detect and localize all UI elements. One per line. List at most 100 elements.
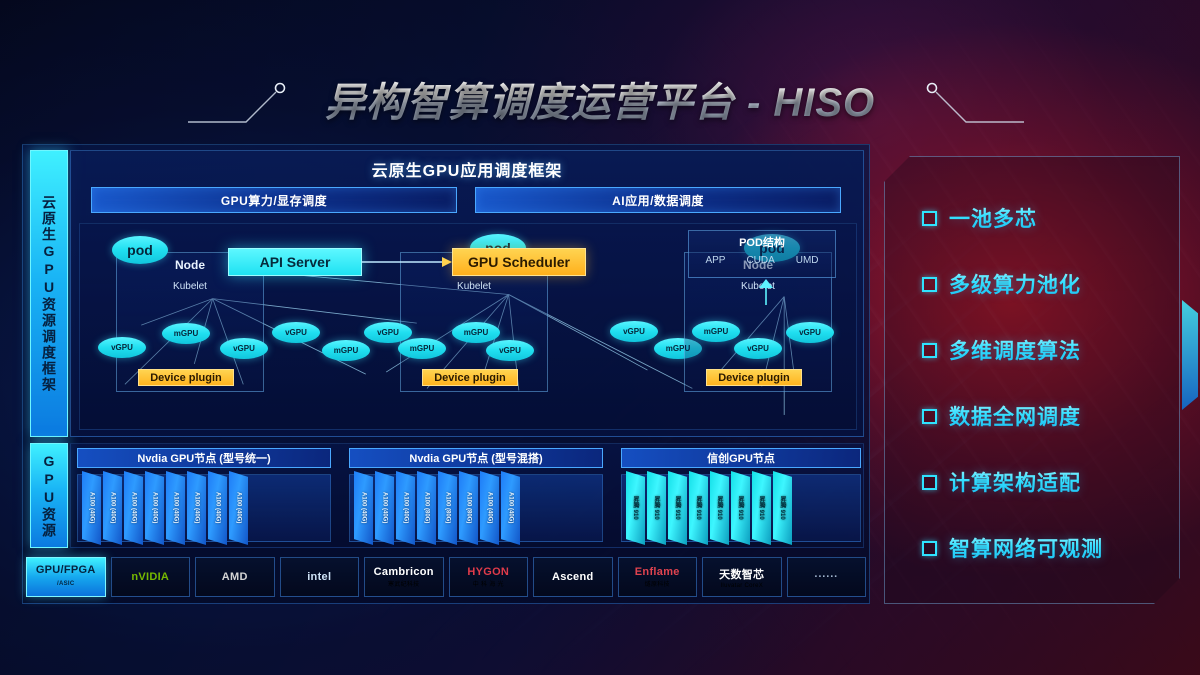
vendor-name: GPU/FPGA (35, 563, 96, 576)
gpu-card-label: 昇腾 910 (737, 496, 743, 520)
feature-item-5[interactable]: 计算架构适配 (922, 458, 1180, 506)
gpu-card[interactable]: A100 (40G) (396, 471, 415, 545)
gpu-card-label: A100 (80G) (465, 492, 472, 524)
pod-structure-box: POD结构 APP CUDA UMD (688, 230, 836, 278)
vgpu-ellipse[interactable]: vGPU (734, 338, 782, 359)
mgpu-ellipse[interactable]: mGPU (692, 321, 740, 342)
checkbox-square-icon[interactable] (922, 210, 937, 226)
vendor-name: ······ (814, 571, 839, 583)
feature-label: 数据全网调度 (949, 401, 1081, 431)
checkbox-square-icon[interactable] (922, 540, 937, 556)
gpu-card-label: A100 (80G) (423, 492, 430, 524)
sidebar-label-framework: 云原生GPU资源调度框架 (30, 150, 68, 437)
gpu-card[interactable]: 昇腾 910 (731, 471, 750, 545)
gpu-card[interactable]: 昇腾 910 (710, 471, 729, 545)
mgpu-ellipse[interactable]: mGPU (322, 340, 370, 361)
vendor-logo-amd[interactable]: AMD (195, 557, 275, 597)
vgpu-ellipse[interactable]: vGPU (486, 340, 534, 361)
device-plugin-1[interactable]: Device plugin (138, 369, 234, 386)
checkbox-square-icon[interactable] (922, 408, 937, 424)
title-bar: 异构智算调度运营平台 - HISO (0, 66, 1200, 132)
feature-item-1[interactable]: 一池多芯 (922, 194, 1180, 242)
vendor-name: intel (307, 571, 332, 583)
gpu-group-header: Nvdia GPU节点 (型号混搭) (349, 448, 603, 468)
vendor-logo-[interactable]: ······ (786, 557, 866, 597)
gpu-card[interactable]: A100 (40G) (208, 471, 227, 545)
gpu-card[interactable]: A100 (80G) (459, 471, 478, 545)
vendor-logo-enflame[interactable]: Enflame 燧原科技 (617, 557, 697, 597)
gpu-card-label: 昇腾 910 (632, 496, 638, 520)
gpu-group-3: 信创GPU节点 昇腾 910 昇腾 910 昇腾 910 昇腾 910 昇腾 910 昇腾… (621, 448, 861, 545)
feature-item-2[interactable]: 多级算力池化 (922, 260, 1180, 308)
gpu-card[interactable]: A100 (40G) (375, 471, 394, 545)
vendor-logo-gpu-fpga[interactable]: GPU/FPGA/ASIC (26, 557, 106, 597)
vendor-subtitle: 中 科 海 光 (472, 582, 504, 588)
gpu-card[interactable]: A100 (40G) (229, 471, 248, 545)
vendor-name: Ascend (551, 571, 594, 583)
vendor-logo-nvidia[interactable]: nVIDIA (110, 557, 190, 597)
gpu-card-list: A100 (40G) A100 (40G) A100 (40G) A100 (80G)… (354, 471, 520, 545)
gpu-card[interactable]: A100 (40G) (354, 471, 373, 545)
vendor-logo-ascend[interactable]: Ascend (533, 557, 613, 597)
gpu-card[interactable]: A100 (40G) (145, 471, 164, 545)
gpu-card[interactable]: 昇腾 910 (773, 471, 792, 545)
feature-item-6[interactable]: 智算网络可观测 (922, 524, 1180, 572)
pod-struct-umd: UMD (795, 255, 819, 266)
gpu-card[interactable]: A100 (40G) (501, 471, 520, 545)
vendor-logo-[interactable]: 天数智芯 Iluvatar CoreX (702, 557, 782, 597)
feature-item-3[interactable]: 多维调度算法 (922, 326, 1180, 374)
mgpu-ellipse[interactable]: mGPU (452, 322, 500, 343)
arrow-pod-up-icon (759, 279, 773, 305)
gpu-card-label: A100 (40G) (486, 492, 493, 524)
gpu-card[interactable]: A100 (40G) (124, 471, 143, 545)
vgpu-ellipse[interactable]: vGPU (786, 322, 834, 343)
bar-gpu-compute-scheduling[interactable]: GPU算力/显存调度 (91, 187, 457, 213)
vgpu-ellipse[interactable]: vGPU (272, 322, 320, 343)
gpu-group-2: Nvdia GPU节点 (型号混搭) A100 (40G) A100 (40G) A… (349, 448, 603, 545)
checkbox-square-icon[interactable] (922, 276, 937, 292)
feature-item-4[interactable]: 数据全网调度 (922, 392, 1180, 440)
page-title: 异构智算调度运营平台 - HISO (325, 70, 875, 128)
vgpu-ellipse[interactable]: vGPU (610, 321, 658, 342)
gpu-card[interactable]: 昇腾 910 (668, 471, 687, 545)
feature-label: 智算网络可观测 (949, 533, 1103, 563)
gpu-card[interactable]: A100 (40G) (103, 471, 122, 545)
mgpu-ellipse[interactable]: mGPU (398, 338, 446, 359)
gpu-card[interactable]: 昇腾 910 (647, 471, 666, 545)
checkbox-square-icon[interactable] (922, 342, 937, 358)
gpu-card[interactable]: A100 (80G) (438, 471, 457, 545)
vgpu-ellipse[interactable]: vGPU (98, 337, 146, 358)
gpu-card[interactable]: A100 (40G) (82, 471, 101, 545)
bar-ai-data-scheduling[interactable]: AI应用/数据调度 (475, 187, 841, 213)
pod-struct-app: APP (705, 255, 726, 266)
pod-ellipse-1[interactable]: pod (112, 236, 168, 264)
gpu-card[interactable]: 昇腾 910 (626, 471, 645, 545)
features-panel (884, 156, 1180, 604)
vendor-name: Cambricon (373, 566, 434, 578)
vgpu-ellipse[interactable]: vGPU (364, 322, 412, 343)
checkbox-square-icon[interactable] (922, 474, 937, 490)
mgpu-ellipse[interactable]: mGPU (162, 323, 210, 344)
gpu-rack: A100 (40G) A100 (40G) A100 (40G) A100 (40G)… (77, 471, 331, 545)
gpu-rack: 昇腾 910 昇腾 910 昇腾 910 昇腾 910 昇腾 910 昇腾 910 昇腾 9… (621, 471, 861, 545)
gpu-card[interactable]: A100 (40G) (480, 471, 499, 545)
vgpu-ellipse[interactable]: vGPU (220, 338, 268, 359)
vendor-logo-hygon[interactable]: HYGON 中 科 海 光 (448, 557, 528, 597)
gpu-scheduler-button[interactable]: GPU Scheduler (452, 248, 586, 276)
gpu-card[interactable]: A100 (40G) (166, 471, 185, 545)
gpu-card-list: 昇腾 910 昇腾 910 昇腾 910 昇腾 910 昇腾 910 昇腾 910 昇腾 9… (626, 471, 792, 545)
gpu-card-label: A100 (40G) (507, 492, 514, 524)
device-plugin-2[interactable]: Device plugin (422, 369, 518, 386)
api-server-button[interactable]: API Server (228, 248, 362, 276)
mgpu-ellipse[interactable]: mGPU (654, 338, 702, 359)
vendor-subtitle: /ASIC (56, 580, 75, 587)
gpu-card[interactable]: 昇腾 910 (689, 471, 708, 545)
gpu-card[interactable]: A100 (40G) (187, 471, 206, 545)
vendor-logo-cambricon[interactable]: Cambricon 寒武纪科技 (364, 557, 444, 597)
gpu-card-label: A100 (40G) (360, 492, 367, 524)
device-plugin-3[interactable]: Device plugin (706, 369, 802, 386)
vendor-logo-intel[interactable]: intel (279, 557, 359, 597)
gpu-card[interactable]: 昇腾 910 (752, 471, 771, 545)
gpu-card[interactable]: A100 (80G) (417, 471, 436, 545)
